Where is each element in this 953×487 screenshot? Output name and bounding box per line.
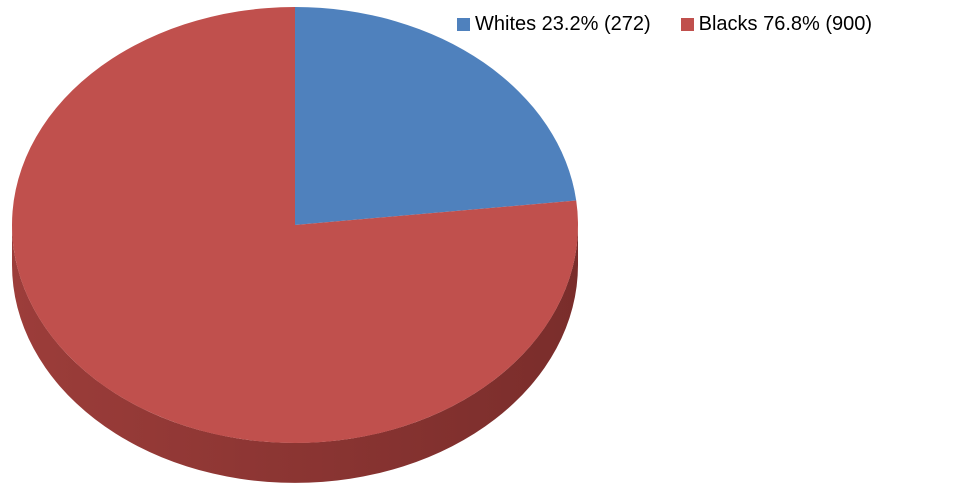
legend-label-whites: Whites 23.2% (272): [475, 13, 651, 35]
chart-legend: Whites 23.2% (272) Blacks 76.8% (900): [457, 13, 872, 36]
legend-swatch-blacks: [680, 18, 694, 31]
pie-side-blacks: [12, 225, 578, 483]
legend-item-blacks: Blacks 76.8% (900): [680, 13, 873, 36]
legend-swatch-whites: [457, 18, 470, 31]
legend-item-whites: Whites 23.2% (272): [457, 13, 651, 36]
pie-slice-blacks: [12, 7, 579, 443]
pie-slice-whites: [295, 7, 577, 225]
legend-label-blacks: Blacks 76.8% (900): [698, 13, 873, 35]
